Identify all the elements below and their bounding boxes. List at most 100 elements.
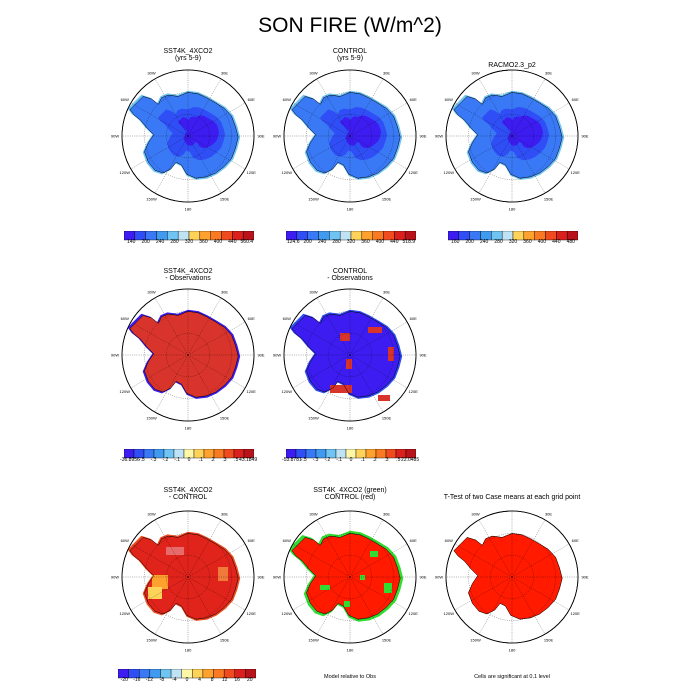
colorbar-label: 320 — [508, 239, 518, 245]
panel-title-line1: T-Test of two Case means at each grid po… — [443, 494, 581, 501]
polar-map: 30W 30E 60W 60E 90W 90E 120W 120E 150W 150E 180 — [435, 510, 589, 653]
colorbar: -20 -16 -12 -8 -4 0 4 8 12 16 20 — [117, 666, 257, 684]
polar-map: 30W 30E 60W 60E 90W 90E 120W 120E 150W 150E 180 — [111, 510, 265, 653]
longitude-label: 120E — [409, 170, 419, 175]
longitude-label: 60E — [248, 316, 255, 321]
colorbar-label: -53.8781 — [282, 457, 302, 463]
colorbar-label: 360 — [361, 239, 370, 245]
colorbar-label: 400 — [537, 239, 547, 245]
parallel-circle — [328, 555, 372, 599]
longitude-label: 30E — [545, 70, 552, 75]
colorbar-label: 320 — [346, 239, 356, 245]
longitude-label: 30E — [221, 289, 228, 294]
meridian-line — [316, 354, 351, 413]
longitude-label: 150E — [220, 197, 230, 202]
longitude-label: 90W — [273, 575, 281, 580]
coastline — [291, 92, 401, 179]
longitude-label: 60W — [121, 538, 129, 543]
panel-title: CONTROL - Observations — [265, 268, 435, 282]
meridian-line — [187, 519, 222, 578]
parallel-circle — [166, 555, 210, 599]
longitude-label: 180 — [347, 207, 354, 212]
longitude-label: 90E — [581, 575, 588, 580]
positive-anomaly-patch — [388, 347, 394, 361]
colorbar-label: 124.6 — [286, 239, 300, 245]
colorbar-label: -36.8956 — [120, 457, 140, 463]
longitude-label: 120E — [571, 611, 581, 616]
colorbar-label: 240 — [317, 239, 327, 245]
meridian-line — [187, 576, 222, 635]
longitude-label: 60W — [283, 316, 291, 321]
polar-map: 30W 30E 60W 60E 90W 90E 120W 120E 150W 150E 180 — [435, 69, 589, 212]
colorbar-label: 440 — [228, 239, 237, 245]
colorbar-label: -.3 — [312, 457, 319, 463]
meridian-line — [511, 543, 570, 578]
meridian-line — [349, 543, 408, 578]
meridian-line — [478, 135, 513, 194]
coastline — [129, 92, 239, 179]
colorbar-label: 280 — [332, 239, 341, 245]
coastline — [129, 311, 239, 398]
anomaly-patch — [218, 567, 228, 581]
meridian-line — [478, 78, 513, 137]
meridian-line — [454, 576, 513, 611]
longitude-label: 150W — [308, 416, 319, 421]
colorbar-label: 160 — [451, 239, 460, 245]
panel-title-line2: (yrs 5-9) — [174, 55, 202, 62]
meridian-line — [349, 78, 384, 137]
parallel-circle — [144, 92, 232, 180]
parallel-circle — [490, 114, 534, 158]
colorbar-label: 320 — [184, 239, 194, 245]
colorbar-label: 20 — [246, 677, 253, 683]
longitude-label: 30E — [221, 70, 228, 75]
longitude-label: 150E — [220, 638, 230, 643]
anomaly-patch — [148, 587, 162, 599]
colorbar-label: 400 — [213, 239, 223, 245]
parallel-circle — [468, 533, 556, 621]
figure-title: SON FIRE (W/m^2) — [258, 14, 442, 37]
meridian-line — [316, 576, 351, 635]
longitude-label: 60E — [572, 97, 579, 102]
meridian-line — [454, 543, 513, 578]
longitude-label: 30E — [383, 70, 390, 75]
longitude-label: 120W — [120, 389, 131, 394]
parallel-circle — [306, 311, 394, 399]
colorbar-label: 200 — [141, 239, 150, 245]
colorbar-label: .2 — [210, 457, 215, 463]
meridian-line — [154, 135, 189, 194]
longitude-label: 150E — [544, 638, 554, 643]
green-overlay-patch — [370, 551, 378, 557]
panel-title-line1: SST4K_4XCO2 — [163, 487, 213, 494]
colorbar: -53.8781 -.5 -.3 -.2 -.1 0 .1 .2 .3 .5 22.0485 — [282, 446, 419, 464]
coastline — [129, 533, 239, 620]
colorbar-label: 480 — [566, 239, 575, 245]
colorbar-label: .2 — [372, 457, 377, 463]
anomaly-patch — [152, 575, 168, 589]
meridian-line — [316, 297, 351, 356]
meridian-line — [130, 135, 189, 170]
colorbar-label: 140 — [127, 239, 136, 245]
colorbar-label: 518.9 — [402, 239, 416, 245]
coastline — [453, 92, 563, 179]
panel-title: T-Test of two Case means at each grid po… — [427, 494, 597, 501]
land-core — [339, 115, 382, 149]
meridian-line — [511, 135, 570, 170]
meridian-line — [316, 519, 351, 578]
panel-title-line1: SST4K_4XCO2 — [163, 268, 213, 275]
longitude-label: 120E — [247, 170, 257, 175]
longitude-label: 30W — [147, 70, 155, 75]
longitude-label: 30W — [471, 511, 479, 516]
land-core — [501, 115, 544, 149]
longitude-label: 90E — [419, 353, 426, 358]
colorbar-label: .1 — [360, 457, 365, 463]
colorbar-label: -4 — [172, 677, 177, 683]
colorbar-label: -.5 — [138, 457, 145, 463]
panel-title: RACMO2.3_p2 — [427, 62, 597, 69]
longitude-label: 150E — [544, 197, 554, 202]
panel-title-line1: SST4K_4XCO2 — [163, 48, 213, 55]
meridian-line — [154, 576, 189, 635]
meridian-line — [478, 576, 513, 635]
colorbar-label: 0 — [349, 457, 353, 463]
meridian-line — [187, 576, 246, 611]
colorbar-label: 200 — [303, 239, 312, 245]
